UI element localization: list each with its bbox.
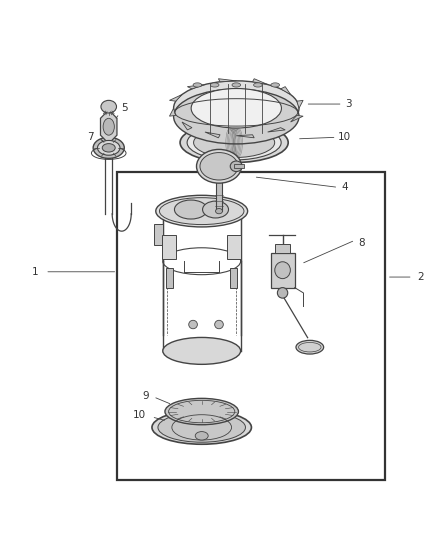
Ellipse shape [93,138,124,158]
Ellipse shape [210,83,219,87]
Bar [162,235,176,259]
Polygon shape [281,87,290,94]
Text: 7: 7 [87,132,93,142]
Polygon shape [219,79,236,82]
Polygon shape [297,100,303,108]
Bar [117,172,385,480]
Bar [215,177,223,211]
Ellipse shape [173,89,299,144]
Ellipse shape [195,432,208,440]
Ellipse shape [101,100,117,113]
Polygon shape [253,79,268,85]
Polygon shape [170,94,182,101]
Bar [271,253,295,288]
Ellipse shape [202,201,229,218]
Bar [234,164,244,168]
Ellipse shape [200,152,238,180]
Ellipse shape [165,398,238,425]
Ellipse shape [254,83,262,87]
Ellipse shape [189,320,198,329]
Polygon shape [187,85,205,89]
Ellipse shape [277,288,288,298]
Text: 9: 9 [142,391,149,401]
Ellipse shape [158,413,245,442]
Ellipse shape [187,125,281,160]
Bar [275,244,290,253]
Ellipse shape [174,200,207,219]
Ellipse shape [191,88,282,128]
Bar [227,235,240,259]
Ellipse shape [197,149,241,183]
Ellipse shape [230,161,242,172]
Ellipse shape [193,83,202,87]
Ellipse shape [215,320,223,329]
Ellipse shape [296,341,324,354]
Text: 5: 5 [121,103,128,114]
Text: 10: 10 [132,410,145,420]
Bar [154,224,163,245]
Ellipse shape [159,198,244,224]
Ellipse shape [103,118,114,135]
Ellipse shape [163,337,240,365]
Text: 8: 8 [358,238,365,248]
Text: 1: 1 [32,267,39,277]
Bar [166,268,173,288]
Ellipse shape [102,143,115,152]
Text: 2: 2 [417,272,424,282]
Polygon shape [205,132,220,138]
Ellipse shape [156,195,247,227]
Ellipse shape [232,83,240,87]
Ellipse shape [152,410,251,444]
Polygon shape [236,135,254,138]
Text: 3: 3 [346,99,352,109]
Ellipse shape [173,81,299,136]
Polygon shape [182,122,192,130]
Ellipse shape [98,140,120,155]
Ellipse shape [271,83,279,87]
Ellipse shape [215,208,223,214]
Text: 4: 4 [341,182,348,192]
Polygon shape [100,110,117,143]
Text: 10: 10 [338,132,351,142]
Polygon shape [290,115,303,122]
Ellipse shape [180,123,288,163]
Ellipse shape [194,127,275,158]
Polygon shape [268,128,285,132]
Ellipse shape [275,262,290,279]
Polygon shape [170,108,176,116]
Bar [230,268,237,288]
